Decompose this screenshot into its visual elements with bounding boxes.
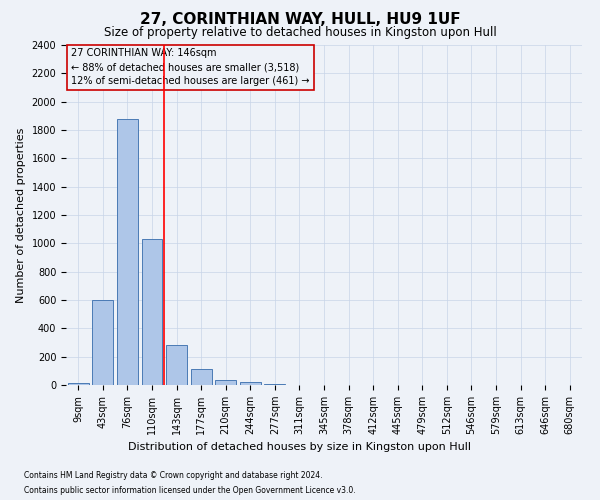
Bar: [142, 239, 163, 385]
Bar: [240, 382, 261, 385]
Text: Size of property relative to detached houses in Kingston upon Hull: Size of property relative to detached ho…: [104, 26, 496, 39]
Bar: [265, 384, 286, 385]
Bar: [68, 383, 89, 385]
Bar: [166, 344, 187, 385]
Bar: [92, 300, 113, 385]
Bar: [191, 368, 212, 385]
Y-axis label: Number of detached properties: Number of detached properties: [16, 128, 26, 302]
Text: Distribution of detached houses by size in Kingston upon Hull: Distribution of detached houses by size …: [128, 442, 472, 452]
Bar: [117, 118, 138, 385]
Text: 27, CORINTHIAN WAY, HULL, HU9 1UF: 27, CORINTHIAN WAY, HULL, HU9 1UF: [140, 12, 460, 28]
Bar: [215, 380, 236, 385]
Text: Contains HM Land Registry data © Crown copyright and database right 2024.: Contains HM Land Registry data © Crown c…: [24, 471, 323, 480]
Text: Contains public sector information licensed under the Open Government Licence v3: Contains public sector information licen…: [24, 486, 356, 495]
Text: 27 CORINTHIAN WAY: 146sqm
← 88% of detached houses are smaller (3,518)
12% of se: 27 CORINTHIAN WAY: 146sqm ← 88% of detac…: [71, 48, 310, 86]
